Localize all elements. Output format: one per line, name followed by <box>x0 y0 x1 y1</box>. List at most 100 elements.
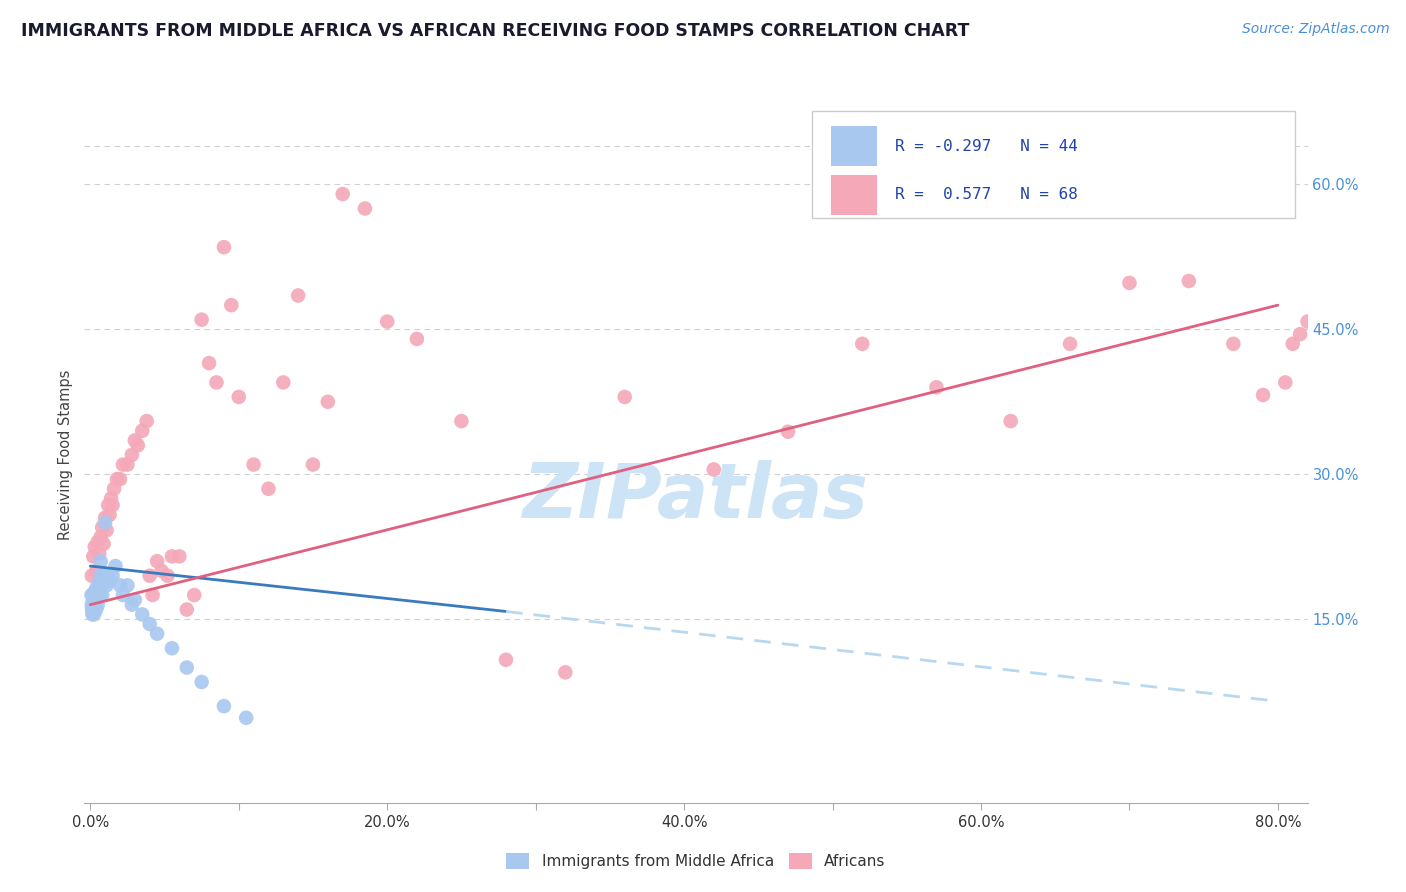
Point <box>354 202 377 216</box>
Text: R = -0.297   N = 44: R = -0.297 N = 44 <box>896 138 1078 153</box>
Point <box>98 508 121 522</box>
Point <box>703 462 725 476</box>
Point <box>138 617 160 632</box>
Point <box>212 240 235 254</box>
Point <box>91 578 114 592</box>
Point <box>257 482 280 496</box>
Point <box>91 588 114 602</box>
Point <box>82 600 104 615</box>
Point <box>89 575 111 590</box>
FancyBboxPatch shape <box>831 175 877 215</box>
Point <box>221 298 243 312</box>
Point <box>90 568 112 582</box>
Point <box>271 376 294 390</box>
Point <box>287 288 309 302</box>
Point <box>176 602 198 616</box>
Point <box>613 390 636 404</box>
Point <box>83 540 105 554</box>
Point <box>138 568 160 582</box>
Point <box>83 591 105 605</box>
Point <box>121 448 143 462</box>
Point <box>84 602 107 616</box>
Text: R =  0.577   N = 68: R = 0.577 N = 68 <box>896 187 1078 202</box>
Y-axis label: Receiving Food Stamps: Receiving Food Stamps <box>58 369 73 541</box>
Legend: Immigrants from Middle Africa, Africans: Immigrants from Middle Africa, Africans <box>501 847 891 875</box>
Point <box>82 607 104 622</box>
Point <box>302 458 325 472</box>
Point <box>94 516 117 530</box>
Point <box>131 607 153 622</box>
Point <box>1059 336 1081 351</box>
Point <box>83 598 105 612</box>
Point <box>82 549 104 564</box>
Point <box>228 390 250 404</box>
Point <box>1274 376 1296 390</box>
Point <box>103 482 125 496</box>
Point <box>83 607 105 622</box>
Point <box>450 414 472 428</box>
Point <box>96 524 118 538</box>
Point <box>1222 336 1244 351</box>
Point <box>190 312 212 326</box>
Point <box>91 520 114 534</box>
Point <box>98 574 121 588</box>
Point <box>117 458 139 472</box>
Text: Source: ZipAtlas.com: Source: ZipAtlas.com <box>1241 22 1389 37</box>
Point <box>146 554 169 568</box>
Point <box>90 530 112 544</box>
Point <box>1178 274 1201 288</box>
Point <box>190 675 212 690</box>
Point <box>93 537 115 551</box>
Point <box>142 588 165 602</box>
Point <box>406 332 429 346</box>
Point <box>96 578 118 592</box>
Point <box>160 549 183 564</box>
Point <box>851 336 873 351</box>
Point <box>495 653 517 667</box>
Point <box>90 554 112 568</box>
Point <box>925 380 948 394</box>
Point <box>80 598 103 612</box>
Point <box>554 665 576 680</box>
Point <box>1251 388 1274 402</box>
Point <box>89 546 111 561</box>
Text: IMMIGRANTS FROM MIDDLE AFRICA VS AFRICAN RECEIVING FOOD STAMPS CORRELATION CHART: IMMIGRANTS FROM MIDDLE AFRICA VS AFRICAN… <box>21 22 970 40</box>
Point <box>127 438 149 452</box>
Point <box>160 641 183 656</box>
Point <box>108 578 131 592</box>
Point <box>1289 327 1312 342</box>
Point <box>83 592 105 607</box>
Point <box>97 568 120 582</box>
Point <box>101 498 124 512</box>
Point <box>87 598 110 612</box>
Point <box>205 376 228 390</box>
Point <box>89 588 111 602</box>
Point <box>124 592 146 607</box>
Point <box>111 588 134 602</box>
Point <box>1000 414 1022 428</box>
Point <box>84 592 107 607</box>
FancyBboxPatch shape <box>831 126 877 166</box>
Point <box>124 434 146 448</box>
Point <box>169 549 191 564</box>
Point <box>93 568 115 582</box>
Point <box>156 568 179 582</box>
Point <box>87 588 110 602</box>
Point <box>1296 315 1319 329</box>
Point <box>97 498 120 512</box>
Point <box>82 605 104 619</box>
Point <box>84 564 107 578</box>
Point <box>212 699 235 714</box>
Point <box>176 660 198 674</box>
Point <box>1281 336 1303 351</box>
FancyBboxPatch shape <box>813 111 1295 219</box>
Point <box>80 568 103 582</box>
Point <box>80 602 103 616</box>
Point <box>100 491 122 506</box>
Point <box>83 585 105 599</box>
Point <box>105 472 128 486</box>
Point <box>332 187 354 202</box>
Point <box>82 595 104 609</box>
Point <box>94 510 117 524</box>
Text: ZIPatlas: ZIPatlas <box>523 459 869 533</box>
